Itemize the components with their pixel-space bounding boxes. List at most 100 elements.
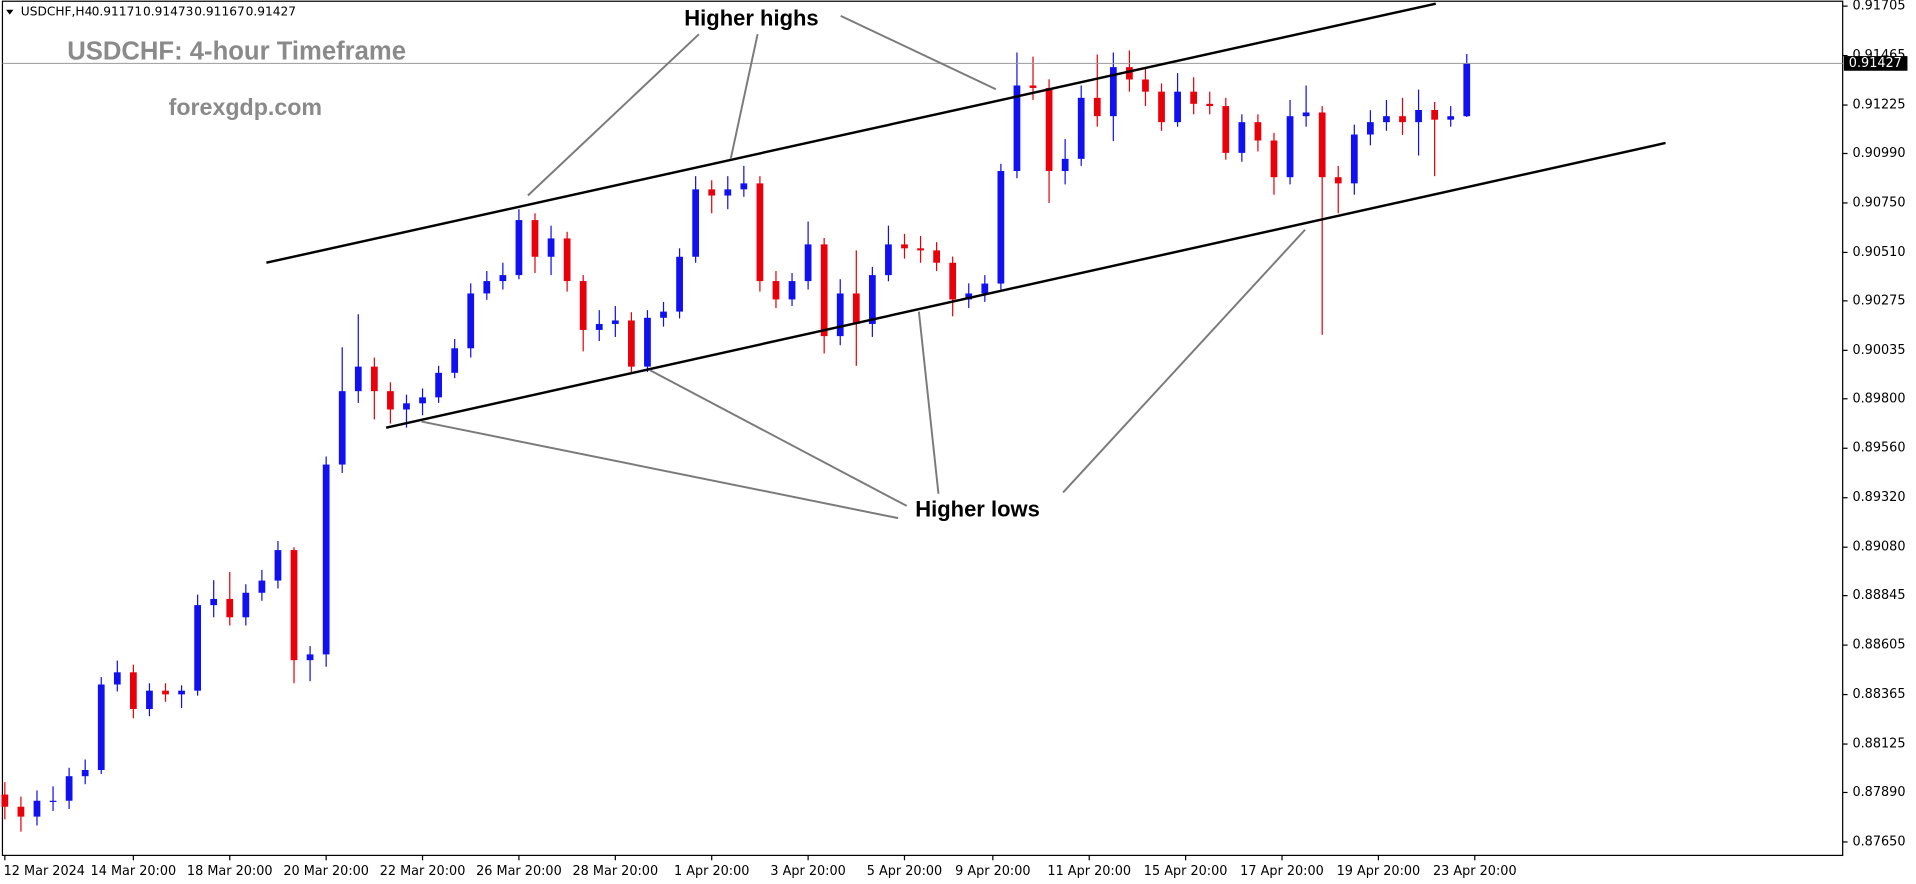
x-tick-label: 18 Mar 20:00 (187, 864, 273, 879)
candle-body (1367, 122, 1374, 135)
trend-lines (266, 2, 1666, 429)
candle-body (885, 244, 892, 276)
candle-body (1093, 97, 1101, 117)
x-tick-label: 28 Mar 20:00 (572, 864, 658, 879)
candle-body (451, 348, 459, 373)
plot-frame (1, 0, 1844, 857)
x-tick-label: 20 Mar 20:00 (283, 864, 369, 879)
candle-body (17, 806, 25, 817)
header-close: 0.91427 (246, 5, 296, 19)
candle-body (1254, 122, 1262, 141)
header-open: 0.91171 (92, 5, 142, 19)
candle-body (467, 293, 475, 349)
x-tick-label: 15 Apr 20:00 (1144, 864, 1228, 879)
x-tick-label: 1 Apr 20:00 (674, 864, 749, 879)
menu-triangle (6, 9, 14, 15)
chart-subtitle: forexgdp.com (169, 94, 322, 120)
candle-body (1061, 158, 1069, 172)
candle-body (322, 464, 330, 655)
candle-body (708, 189, 716, 196)
candle-body (338, 391, 346, 465)
x-tick-label: 22 Mar 20:00 (380, 864, 466, 879)
candle-body (33, 800, 41, 817)
y-tick-label: 0.91225 (1852, 98, 1905, 113)
pointer-line (729, 34, 759, 160)
x-tick-label: 11 Apr 20:00 (1047, 864, 1131, 879)
y-tick-label: 0.90510 (1852, 245, 1905, 260)
candle-body (1222, 106, 1230, 153)
candle-body (515, 220, 523, 276)
candle-body (1238, 122, 1246, 153)
candle-body (804, 244, 812, 282)
candle-body (965, 293, 973, 300)
candle-body (1302, 112, 1310, 117)
candle-body (820, 244, 828, 337)
pointer-lines (421, 15, 1306, 520)
candle-body (435, 372, 442, 398)
y-tick-label: 0.87890 (1852, 785, 1905, 800)
candle-body (676, 256, 683, 312)
symbol: USDCHF,H4 (21, 5, 93, 19)
y-tick-label: 0.87650 (1852, 834, 1905, 849)
candle-body (1286, 116, 1294, 178)
header-low: 0.91167 (194, 5, 244, 19)
x-tick-label: 19 Apr 20:00 (1337, 864, 1421, 879)
candle-body (242, 592, 250, 618)
candle-body (81, 770, 89, 777)
candle-body (1174, 91, 1181, 123)
pointer-line (1062, 229, 1306, 494)
candle-body (387, 391, 394, 410)
candle-body (354, 366, 362, 392)
candle-body (1350, 134, 1358, 184)
pointer-line (421, 420, 899, 520)
candle-body (531, 220, 539, 257)
candle-body (1126, 67, 1133, 80)
candle-body (1077, 97, 1085, 159)
lower-channel-line (385, 141, 1666, 429)
y-tick-label: 0.88845 (1852, 588, 1905, 603)
candle-body (499, 275, 507, 282)
candle-body (1013, 85, 1021, 172)
candle-body (129, 672, 137, 710)
candle-body (724, 189, 732, 196)
upper-channel-line (266, 2, 1437, 264)
candle-body (65, 776, 73, 801)
candle-body (611, 320, 619, 324)
candle-body (836, 293, 844, 337)
x-tick-label: 23 Apr 20:00 (1433, 864, 1517, 879)
y-tick-label: 0.88605 (1852, 638, 1905, 653)
candle-body (901, 244, 908, 249)
pointer-line (917, 311, 940, 494)
candle-body (274, 550, 282, 581)
candle-body (595, 323, 603, 330)
header-high: 0.91473 (143, 5, 193, 19)
candle-body (1270, 140, 1278, 178)
y-tick-label: 0.89320 (1852, 490, 1905, 505)
candle-body (692, 189, 700, 257)
x-tick-label: 3 Apr 20:00 (770, 864, 845, 879)
x-tick-label: 5 Apr 20:00 (867, 864, 942, 879)
candle-body (1463, 63, 1471, 117)
y-tick-label: 0.88365 (1852, 687, 1905, 702)
candle-body (419, 397, 426, 404)
candle-body (113, 672, 121, 685)
candle-body (258, 580, 266, 593)
candle-body (194, 605, 202, 691)
x-tick-label: 17 Apr 20:00 (1240, 864, 1324, 879)
y-tick-label: 0.88125 (1852, 737, 1905, 752)
candle-body (1045, 87, 1053, 172)
pointer-line (649, 369, 908, 507)
candle-body (788, 281, 796, 300)
pointer-line (527, 33, 700, 197)
y-tick-label: 0.90750 (1852, 195, 1905, 210)
y-tick-label: 0.90275 (1852, 293, 1905, 308)
y-tick-label: 0.89080 (1852, 540, 1905, 555)
candle-body (49, 800, 57, 802)
last-price-label: 0.91427 (1849, 56, 1902, 71)
candle-body (178, 690, 185, 695)
x-tick-label: 14 Mar 20:00 (91, 864, 177, 879)
candle-body (1334, 177, 1342, 184)
